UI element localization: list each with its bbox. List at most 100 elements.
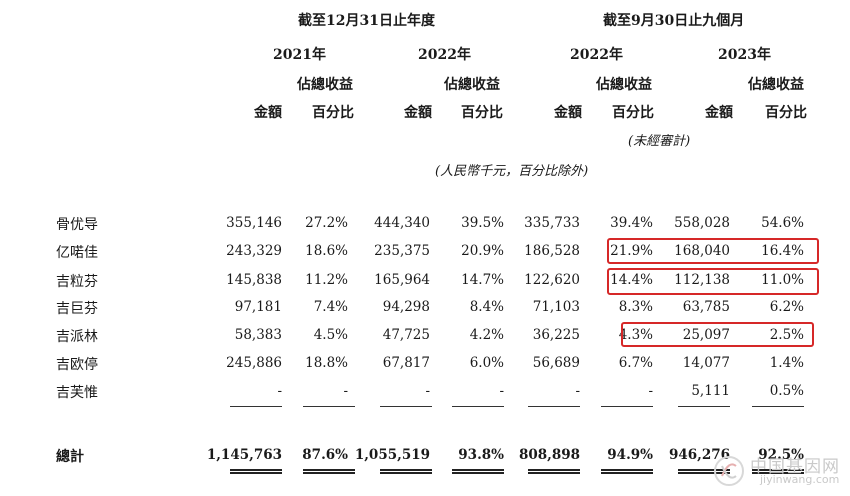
amount-cell: 97,181: [234, 299, 282, 315]
amount-cell: 63,785: [682, 299, 730, 315]
percent-cell: 39.5%: [461, 215, 504, 231]
percent-header-2021: 百分比: [312, 105, 354, 121]
percent-cell: 8.4%: [469, 299, 504, 315]
percent-cell: 6.0%: [469, 355, 504, 371]
watermark-en: jiyinwang.com: [760, 473, 840, 486]
year-header-2021: 2021年: [273, 47, 326, 63]
percent-cell: 11.0%: [761, 272, 804, 288]
double-rule-col2: [303, 469, 355, 474]
amount-header-2023-nine: 金額: [705, 105, 733, 121]
percent-cell: 14.7%: [461, 272, 504, 288]
rule-col5: [528, 406, 580, 407]
amount-cell: 243,329: [226, 243, 282, 259]
amount-cell: 355,146: [226, 215, 282, 231]
percent-cell: 8.3%: [618, 299, 653, 315]
highlight-box-jipailin: [621, 322, 814, 347]
percent-cell: 6.7%: [618, 355, 653, 371]
amount-cell: 5,111: [691, 383, 730, 399]
percent-header-2022-nine: 百分比: [612, 105, 654, 121]
amount-header-2022-nine: 金額: [554, 105, 582, 121]
amount-cell: 558,028: [674, 215, 730, 231]
percent-cell: 16.4%: [761, 243, 804, 259]
product-name: 吉芙惟: [56, 385, 98, 401]
percent-cell: 11.2%: [305, 272, 348, 288]
amount-cell: 1,145,763: [206, 447, 282, 463]
highlight-box-yinuojia: [607, 238, 819, 264]
amount-cell: 946,276: [668, 447, 730, 463]
rule-col3: [380, 406, 432, 407]
amount-cell: 67,817: [382, 355, 430, 371]
rule-col2: [303, 406, 355, 407]
amount-cell: 1,055,519: [354, 447, 430, 463]
product-name: 亿喏佳: [56, 245, 98, 261]
product-name: 吉欧停: [56, 357, 98, 373]
amount-cell: 112,138: [674, 272, 730, 288]
amount-cell: -: [425, 383, 430, 399]
double-rule-col1: [230, 469, 282, 474]
dna-icon: [714, 456, 744, 486]
share-label-2022-nine: 佔總收益: [596, 77, 652, 93]
amount-cell: 186,528: [524, 243, 580, 259]
percent-cell: 7.4%: [313, 299, 348, 315]
amount-cell: 47,725: [382, 327, 430, 343]
amount-cell: 145,838: [226, 272, 282, 288]
share-label-2021: 佔總收益: [297, 77, 353, 93]
double-rule-col4: [452, 469, 504, 474]
rule-col7: [678, 406, 730, 407]
watermark-logo: 中国基因网 jiyinwang.com: [712, 452, 842, 490]
amount-cell: 245,886: [226, 355, 282, 371]
amount-cell: 56,689: [532, 355, 580, 371]
double-rule-col7: [678, 469, 730, 474]
percent-cell: 4.2%: [469, 327, 504, 343]
highlight-box-jilifen: [607, 268, 819, 295]
amount-cell: 36,225: [532, 327, 580, 343]
double-rule-col5: [528, 469, 580, 474]
share-label-2022: 佔總收益: [444, 77, 500, 93]
rule-col4: [452, 406, 504, 407]
share-label-2023-nine: 佔總收益: [748, 77, 804, 93]
year-header-2022: 2022年: [418, 47, 471, 63]
amount-cell: 14,077: [682, 355, 730, 371]
percent-header-2022: 百分比: [461, 105, 503, 121]
amount-cell: -: [277, 383, 282, 399]
percent-cell: 1.4%: [769, 355, 804, 371]
amount-cell: 235,375: [374, 243, 430, 259]
percent-cell: 14.4%: [610, 272, 653, 288]
percent-cell: 2.5%: [769, 327, 804, 343]
amount-cell: 122,620: [524, 272, 580, 288]
unit-note: (人民幣千元，百分比除外): [435, 164, 589, 179]
double-rule-col8: [752, 469, 804, 474]
amount-cell: 25,097: [682, 327, 730, 343]
total-row-label: 總計: [56, 449, 84, 465]
amount-cell: -: [575, 383, 580, 399]
percent-cell: 87.6%: [302, 447, 348, 463]
rule-col8: [752, 406, 804, 407]
amount-cell: 94,298: [382, 299, 430, 315]
percent-cell: 18.6%: [305, 243, 348, 259]
product-name: 骨优导: [56, 217, 98, 233]
percent-cell: 27.2%: [305, 215, 348, 231]
percent-cell: 18.8%: [305, 355, 348, 371]
percent-cell: 54.6%: [761, 215, 804, 231]
rule-col1: [230, 406, 282, 407]
product-name: 吉巨芬: [56, 301, 98, 317]
percent-cell: 20.9%: [461, 243, 504, 259]
double-rule-col3: [380, 469, 432, 474]
percent-cell: 21.9%: [610, 243, 653, 259]
product-name: 吉粒芬: [56, 274, 98, 290]
amount-cell: 168,040: [674, 243, 730, 259]
product-name: 吉派林: [56, 329, 98, 345]
percent-cell: 4.3%: [618, 327, 653, 343]
amount-header-2022: 金額: [404, 105, 432, 121]
amount-cell: 58,383: [234, 327, 282, 343]
watermark-cn: 中国基因网: [750, 457, 840, 477]
percent-header-2023-nine: 百分比: [765, 105, 807, 121]
amount-cell: 444,340: [374, 215, 430, 231]
percent-cell: 94.9%: [607, 447, 653, 463]
rule-col6: [601, 406, 653, 407]
year-header-2023-nine-months: 2023年: [718, 47, 771, 63]
amount-cell: 71,103: [532, 299, 580, 315]
group-header-fiscal-year: 截至12月31日止年度: [298, 13, 435, 29]
percent-cell: 93.8%: [458, 447, 504, 463]
unaudited-note: (未經審計): [628, 134, 691, 149]
